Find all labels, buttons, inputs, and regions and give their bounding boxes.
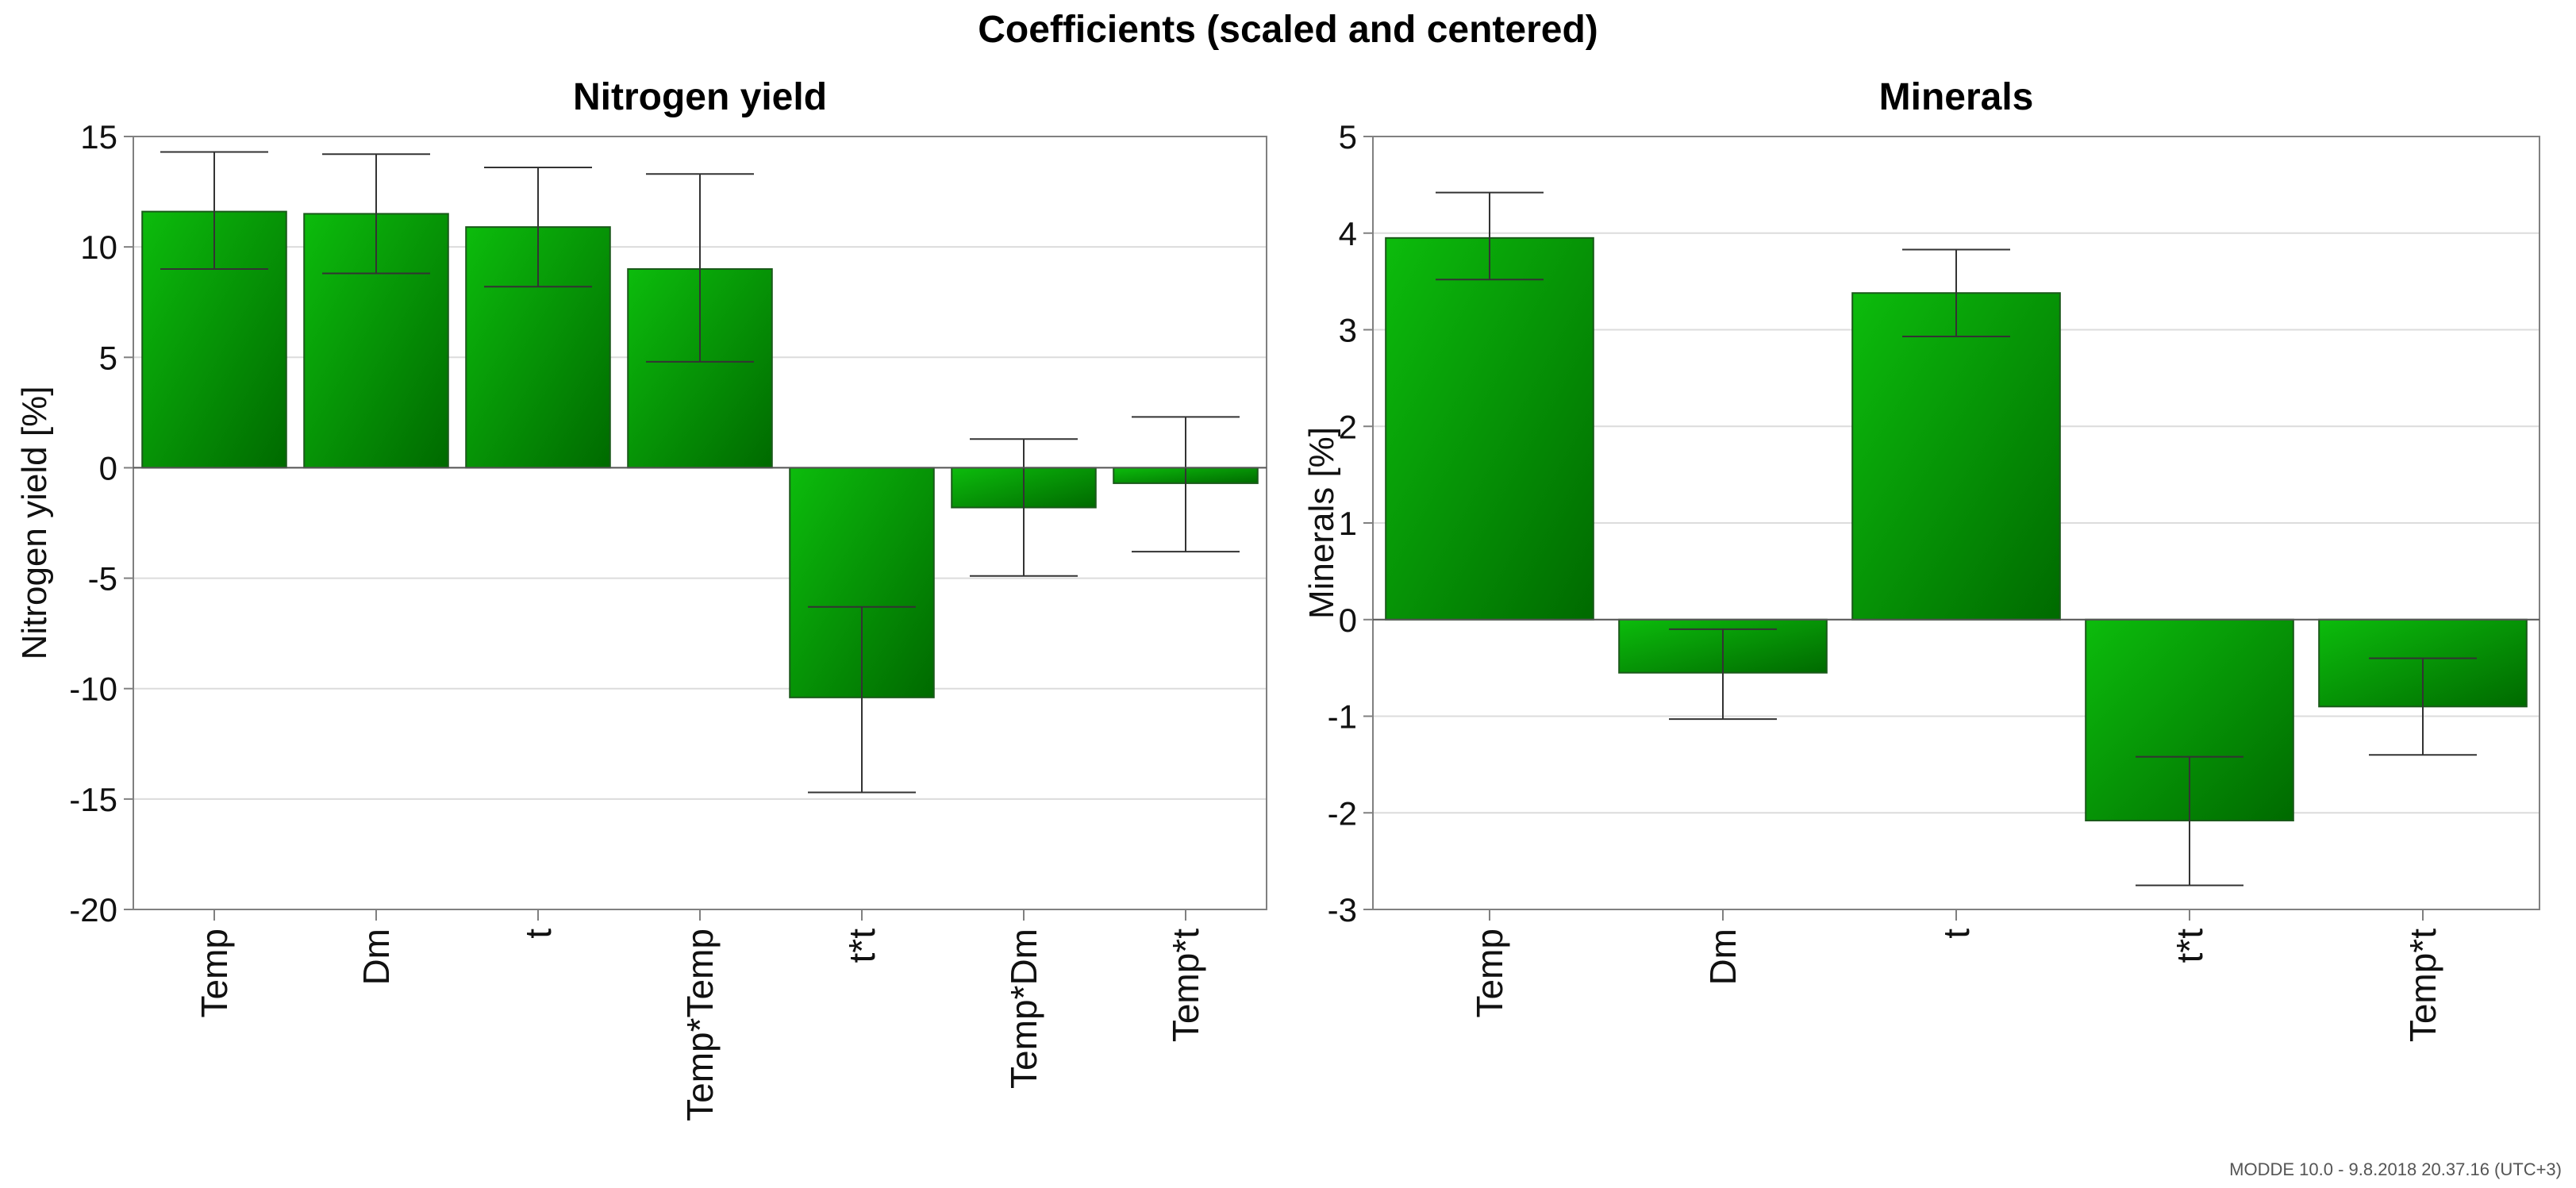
x-tick-label: Temp — [1469, 928, 1510, 1017]
x-tick-label: Temp*Dm — [1003, 928, 1044, 1089]
chart-title: Nitrogen yield — [573, 76, 827, 118]
y-tick-label: -20 — [69, 891, 117, 928]
y-tick-label: -3 — [1328, 891, 1357, 928]
y-tick-label: 3 — [1339, 312, 1357, 349]
y-tick-label: -2 — [1328, 794, 1357, 832]
x-tick-label: Dm — [356, 928, 397, 986]
y-tick-label: 5 — [1339, 118, 1357, 156]
footer-stamp: MODDE 10.0 - 9.8.2018 20.37.16 (UTC+3) — [2229, 1159, 2562, 1179]
y-tick-label: 10 — [80, 229, 117, 266]
figure-title: Coefficients (scaled and centered) — [978, 9, 1598, 51]
y-tick-label: -1 — [1328, 698, 1357, 736]
x-tick-label: Temp*Temp — [679, 928, 721, 1121]
x-tick-label: t*t — [2169, 928, 2210, 963]
bar-temp — [1385, 236, 1594, 621]
y-tick-label: 1 — [1339, 505, 1357, 542]
x-tick-label: t*t — [841, 928, 882, 963]
chart-2: Minerals 5 4 3 2 1 0 -1 -2 -3 Minerals [%] Temp Dm t t… — [1302, 76, 2540, 1042]
chart-title: Minerals — [1879, 76, 2034, 118]
x-tick-label: Temp*t — [1165, 928, 1206, 1042]
y-tick-label: 15 — [80, 118, 117, 156]
x-tick-label: Temp — [194, 928, 235, 1017]
x-tick-label: t — [1936, 928, 1977, 939]
chart-1: Nitrogen yield 15 10 5 0 -5 -10 -15 -20 Nitrogen … — [15, 76, 1267, 1121]
x-tick-label: Dm — [1702, 928, 1744, 986]
y-tick-label: -10 — [69, 671, 117, 708]
bar-t — [1851, 292, 2061, 621]
y-tick-label: -5 — [88, 560, 117, 598]
x-tick-label: Temp*t — [2402, 928, 2443, 1042]
y-tick-label: -15 — [69, 781, 117, 818]
x-tick-label: t — [517, 928, 559, 939]
y-axis-label: Nitrogen yield [%] — [15, 386, 54, 660]
y-tick-label: 2 — [1339, 408, 1357, 445]
y-axis-label: Minerals [%] — [1302, 427, 1341, 619]
y-tick-label: 0 — [99, 449, 117, 486]
y-tick-label: 0 — [1339, 602, 1357, 639]
y-tick-label: 5 — [99, 339, 117, 376]
y-tick-label: 4 — [1339, 215, 1357, 252]
